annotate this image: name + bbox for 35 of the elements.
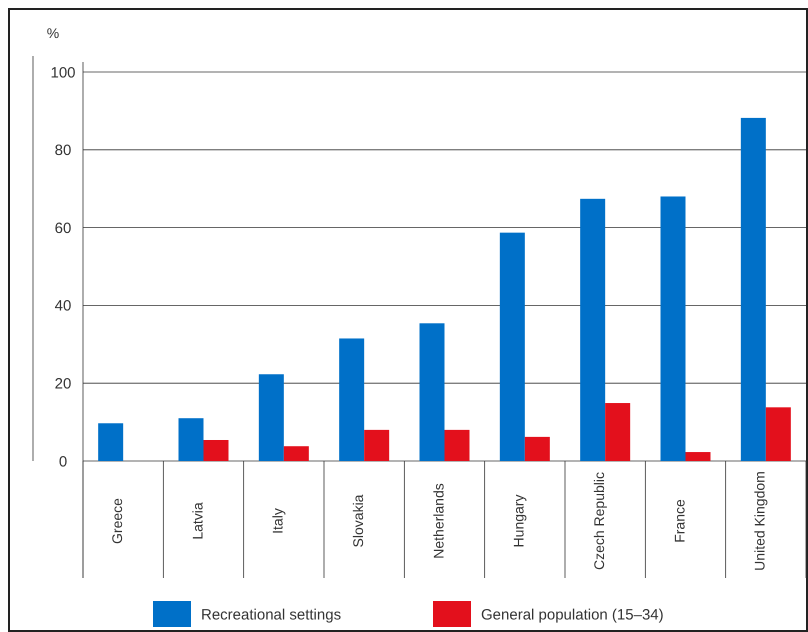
y-axis-title: %	[46, 25, 60, 41]
y-tick-label: 80	[54, 142, 72, 160]
bar	[580, 198, 606, 461]
x-tick-label: Slovakia	[350, 494, 366, 548]
bar	[444, 430, 470, 461]
bar	[500, 232, 525, 461]
bar	[660, 196, 686, 461]
bar	[258, 374, 284, 461]
bar	[524, 436, 550, 461]
legend-label: Recreational settings	[201, 606, 342, 624]
y-tick-label: 20	[54, 375, 72, 392]
x-tick-label: Latvia	[189, 502, 206, 540]
bar	[420, 323, 444, 461]
legend-label: General population (15–34)	[481, 606, 664, 624]
bar	[339, 338, 364, 461]
x-tick-label: Hungary	[510, 494, 527, 548]
x-tick-label: United Kingdom	[752, 471, 768, 571]
bar	[284, 446, 309, 461]
bar	[766, 407, 791, 461]
bar	[364, 430, 390, 461]
y-tick-label: 100	[50, 64, 76, 82]
bar	[178, 418, 204, 461]
x-tick-label: France	[671, 499, 688, 543]
bar	[204, 440, 228, 461]
bar	[686, 452, 710, 461]
bar	[98, 423, 124, 461]
y-tick-label: 40	[54, 298, 72, 315]
bar	[740, 118, 766, 461]
x-tick-label: Czech Republic	[591, 472, 608, 570]
x-tick-label: Netherlands	[430, 483, 446, 559]
x-tick-label: Italy	[270, 508, 286, 534]
bar	[605, 403, 630, 461]
x-tick-label: Greece	[109, 498, 126, 544]
y-tick-label: 0	[58, 453, 68, 470]
y-tick-label: 60	[54, 220, 72, 237]
